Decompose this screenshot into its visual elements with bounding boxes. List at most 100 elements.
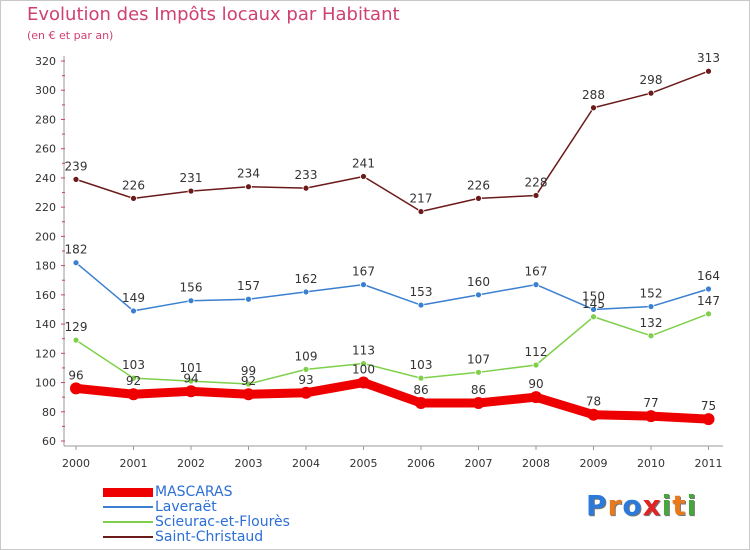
data-point [130,307,137,315]
legend-swatch [103,506,153,508]
data-label: 226 [122,178,145,192]
data-label: 92 [126,374,141,388]
data-label: 103 [122,358,145,372]
data-label: 86 [413,383,428,397]
data-label: 75 [701,399,716,413]
data-point [187,377,195,385]
series-line [75,261,710,312]
y-tick-label: 80 [42,406,56,419]
data-label: 162 [295,272,318,286]
y-tick-label: 180 [35,260,56,273]
data-label: 228 [525,175,548,189]
y-tick-label: 300 [35,84,56,97]
legend-swatch [103,488,153,497]
legend-label: MASCARAS [155,484,233,500]
legend-label: Laveraët [155,499,217,515]
data-point [360,281,367,289]
data-point [70,382,82,395]
data-label: 217 [410,192,433,206]
data-label: 231 [180,171,203,185]
series-line [71,378,713,424]
data-point [705,285,712,293]
x-tick-label: 2007 [465,457,493,470]
data-point [72,259,80,267]
data-point [590,306,597,313]
data-label: 93 [298,373,313,387]
series-saint-christaud [72,67,712,215]
data-label: 152 [640,287,663,301]
data-label: 233 [295,168,318,182]
data-point [130,194,137,202]
data-label: 103 [410,358,433,372]
data-label: 150 [582,289,605,303]
data-label: 160 [467,275,490,289]
data-label: 153 [410,285,433,299]
logo-letter: i [661,489,673,522]
y-tick-label: 140 [35,318,56,331]
data-point [472,397,485,409]
data-label: 298 [640,73,663,87]
data-point [705,67,712,75]
data-label: 288 [582,88,605,102]
x-tick-label: 2000 [62,457,90,470]
y-tick-label: 280 [35,113,56,126]
data-point [647,89,655,97]
data-label: 234 [237,167,260,181]
data-label: 99 [241,364,256,378]
data-label: 112 [525,345,548,359]
y-tick-label: 240 [35,172,56,185]
x-tick-label: 2002 [177,457,205,470]
x-tick-label: 2009 [580,457,608,470]
data-point [475,291,482,299]
y-tick-label: 260 [35,143,56,156]
data-point [532,281,540,289]
x-tick-label: 2004 [292,457,320,470]
x-tick-label: 2006 [407,457,435,470]
x-tick-label: 2010 [637,457,665,470]
data-point [185,385,197,398]
data-label: 167 [525,265,548,279]
series-line [75,70,710,213]
data-point [302,288,310,296]
chart-subtitle: (en € et par an) [27,29,114,42]
data-label: 147 [697,294,720,308]
series-mascaras [70,376,715,426]
data-label: 113 [352,344,375,358]
data-label: 241 [352,156,375,170]
chart-title: Evolution des Impôts locaux par Habitant [27,4,400,25]
data-label: 132 [640,316,663,330]
logo-letter: r [607,489,623,522]
logo-letter: o [622,489,643,522]
data-label: 96 [68,368,83,382]
data-point [360,173,367,180]
series-lavera-t [72,259,712,315]
legend-swatch [103,521,153,523]
data-point [302,365,310,373]
data-point [590,313,597,321]
data-label: 86 [471,383,486,397]
data-point [590,104,597,112]
data-label: 78 [586,395,601,409]
data-label: 167 [352,265,375,279]
y-tick-label: 100 [35,377,56,390]
y-tick-label: 60 [42,435,56,448]
legend-label: Saint-Christaud [155,529,264,545]
data-point [645,410,657,423]
data-point [702,413,715,426]
data-point [417,374,425,382]
data-point [647,332,655,340]
y-tick-label: 160 [35,289,56,302]
data-point [647,303,655,310]
data-point [245,380,252,388]
y-tick-label: 320 [35,55,56,68]
data-label: 92 [241,374,256,388]
data-point [705,310,712,318]
data-label: 109 [295,349,318,363]
data-point [72,175,80,183]
y-tick-label: 220 [35,201,56,214]
legend-swatch [103,536,153,538]
data-point [127,388,140,401]
logo-letter: i [686,489,698,522]
